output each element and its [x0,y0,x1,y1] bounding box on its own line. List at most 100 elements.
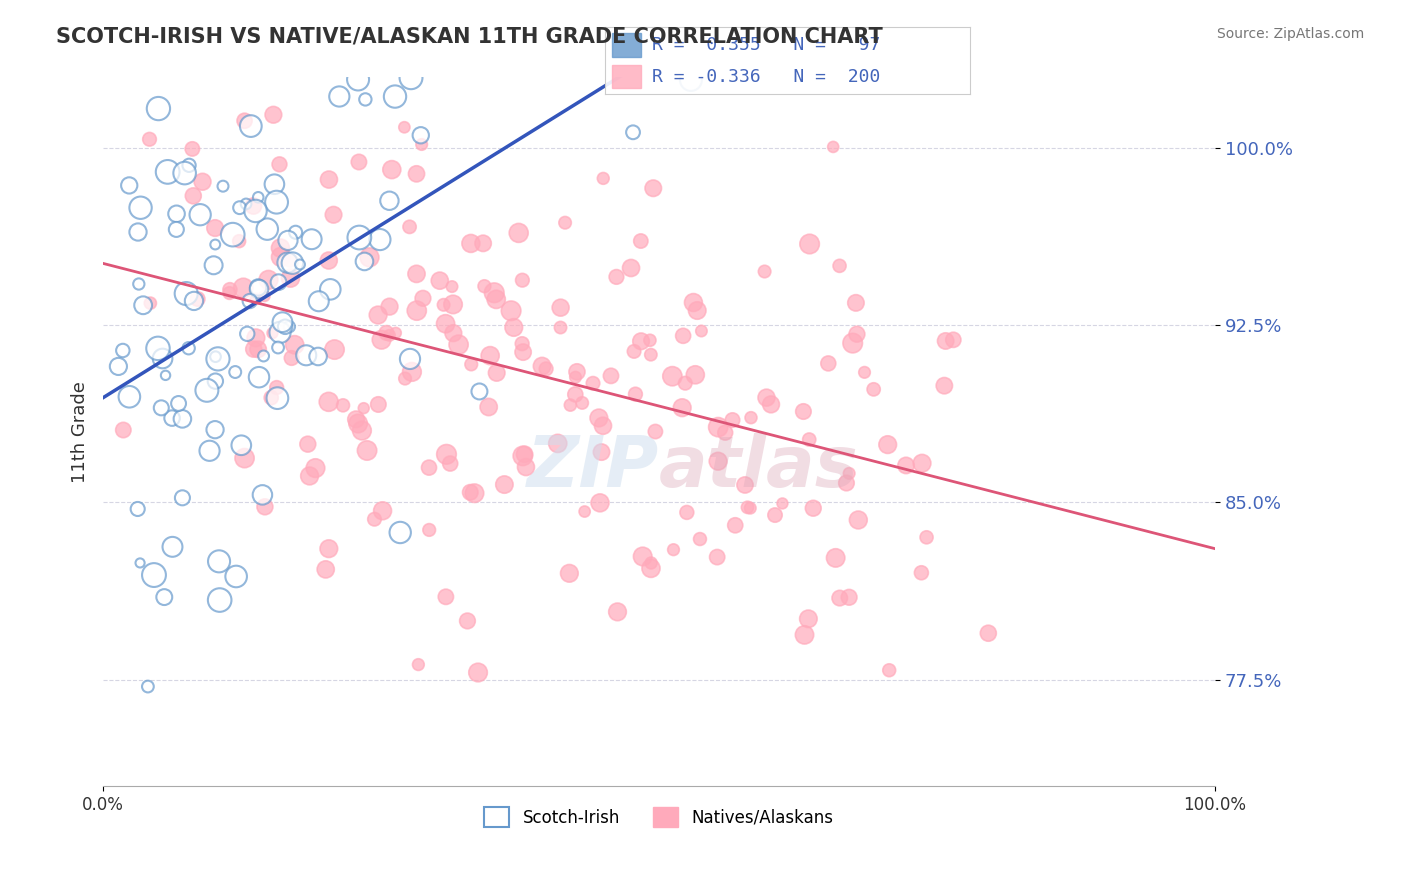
Point [271,315,294,329]
Point [429,274,451,288]
Point [894,458,917,473]
Point [253,500,276,514]
Point [502,320,524,334]
Point [129,201,152,215]
Point [439,457,461,471]
Point [468,384,491,399]
Point [198,443,221,458]
Point [631,549,654,564]
Point [329,0,352,1]
Point [685,368,707,382]
Point [233,113,256,128]
Point [401,365,423,379]
Point [231,438,253,452]
Point [232,281,254,295]
Point [298,469,321,483]
Point [515,460,537,475]
Point [606,605,628,619]
Point [405,167,427,181]
Point [202,258,225,272]
Point [239,293,262,308]
Point [621,125,644,139]
Point [177,341,200,355]
Point [319,282,342,296]
Point [252,349,274,363]
Point [173,166,195,180]
Point [441,326,464,340]
Point [640,561,662,575]
Point [714,425,737,440]
Text: ZIP: ZIP [527,433,659,501]
Point [172,491,194,505]
Point [204,423,226,437]
Legend: Scotch-Irish, Natives/Alaskans: Scotch-Irish, Natives/Alaskans [478,800,841,834]
Point [162,540,184,554]
Point [828,259,851,273]
Point [485,293,508,307]
Point [280,351,302,365]
Point [824,550,846,565]
Point [934,378,956,392]
Point [671,401,693,415]
Point [534,362,557,376]
Point [565,365,588,379]
Point [323,343,346,357]
Point [740,501,762,516]
Point [225,569,247,583]
Point [643,181,665,195]
Point [236,326,259,341]
Point [676,505,699,519]
Text: R =  0.355   N =   97: R = 0.355 N = 97 [652,37,880,54]
Point [128,277,150,291]
Point [208,554,231,568]
Point [467,665,489,680]
Point [276,255,298,269]
Point [589,496,612,510]
Point [278,319,301,334]
Point [550,320,572,334]
Point [592,171,614,186]
Point [560,398,582,412]
Point [398,219,420,234]
Point [127,502,149,516]
Point [434,317,457,331]
Point [558,566,581,581]
Point [378,300,401,314]
Point [304,461,326,475]
Point [375,326,398,340]
Point [582,376,605,391]
Point [233,451,256,466]
Point [977,626,1000,640]
Point [853,365,876,379]
Point [478,400,501,414]
Point [204,221,226,235]
Point [770,496,793,510]
Point [167,396,190,410]
Point [172,412,194,426]
Point [436,447,458,461]
Point [547,436,569,450]
Point [935,334,957,348]
Point [620,260,643,275]
Point [686,303,709,318]
Point [911,456,934,470]
Point [332,398,354,412]
Point [350,424,373,438]
Point [204,374,226,388]
Point [721,413,744,427]
Point [862,382,884,396]
Point [640,348,662,362]
Point [371,504,394,518]
Point [554,216,576,230]
Point [262,108,284,122]
Point [353,401,375,416]
Point [942,333,965,347]
Point [284,225,307,239]
Point [624,387,647,401]
Point [399,70,422,85]
Point [160,411,183,425]
Bar [612,65,641,88]
Point [181,189,204,203]
Point [508,226,530,240]
Point [384,326,406,340]
